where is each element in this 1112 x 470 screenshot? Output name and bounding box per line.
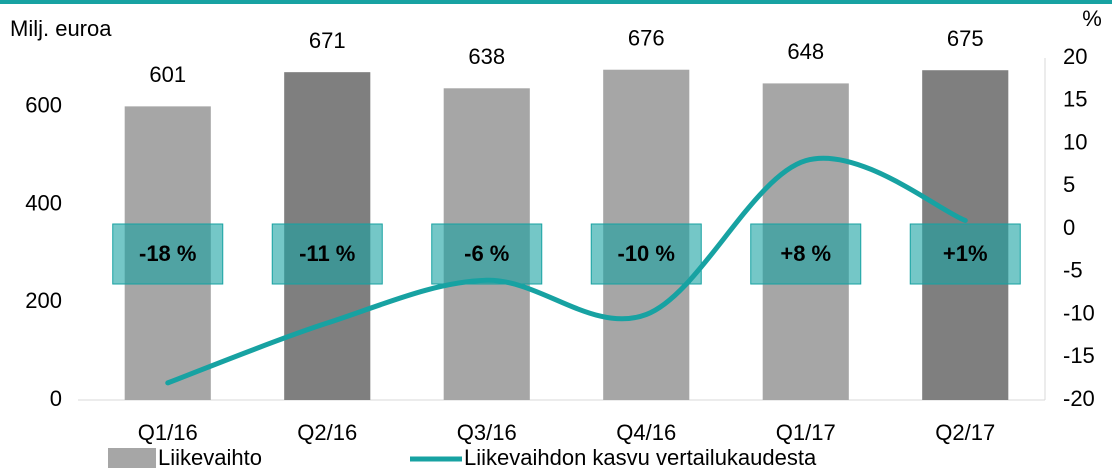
y2-tick-label: 10 <box>1063 129 1087 154</box>
growth-label-box <box>271 223 383 285</box>
bar-value-label: 601 <box>149 62 186 87</box>
bar-value-label: 671 <box>309 28 346 53</box>
x-tick-label: Q1/16 <box>138 420 198 445</box>
y-tick-label: 0 <box>50 386 62 411</box>
growth-label: -6 % <box>464 241 509 266</box>
y-axis-label: Milj. euroa <box>10 16 112 41</box>
y-tick-label: 600 <box>25 93 62 118</box>
growth-label-box <box>590 223 702 285</box>
x-tick-label: Q4/16 <box>616 420 676 445</box>
legend-label: Liikevaihto <box>158 445 262 470</box>
bar-value-label: 675 <box>947 26 984 51</box>
x-tick-label: Q1/17 <box>776 420 836 445</box>
y-tick-label: 400 <box>25 190 62 215</box>
x-tick-label: Q3/16 <box>457 420 517 445</box>
growth-label-box <box>909 223 1021 285</box>
legend-label: Liikevaihdon kasvu vertailukaudesta <box>464 445 817 470</box>
y2-tick-label: 5 <box>1063 172 1075 197</box>
y-tick-label: 200 <box>25 288 62 313</box>
growth-label-box <box>112 223 224 285</box>
y2-tick-label: -15 <box>1063 343 1095 368</box>
x-tick-label: Q2/17 <box>935 420 995 445</box>
y2-tick-label: -10 <box>1063 300 1095 325</box>
x-tick-label: Q2/16 <box>297 420 357 445</box>
growth-label-box <box>750 223 862 285</box>
bar-value-label: 648 <box>787 39 824 64</box>
growth-label: -10 % <box>618 241 675 266</box>
bar-value-label: 676 <box>628 26 665 51</box>
y2-tick-label: 15 <box>1063 87 1087 112</box>
legend-swatch <box>108 448 156 468</box>
growth-label-box <box>431 223 543 285</box>
growth-label: -18 % <box>139 241 196 266</box>
growth-label: -11 % <box>299 241 355 266</box>
y2-tick-label: -20 <box>1063 386 1095 411</box>
y2-tick-label: 0 <box>1063 215 1075 240</box>
y2-tick-label: 20 <box>1063 44 1087 69</box>
bar-value-label: 638 <box>468 44 505 69</box>
y2-tick-label: -5 <box>1063 258 1083 283</box>
top-border <box>0 0 1112 4</box>
growth-label: +8 % <box>780 241 831 266</box>
growth-line <box>165 155 968 386</box>
y2-axis-label: % <box>1082 6 1102 31</box>
growth-label: +1% <box>943 241 988 266</box>
